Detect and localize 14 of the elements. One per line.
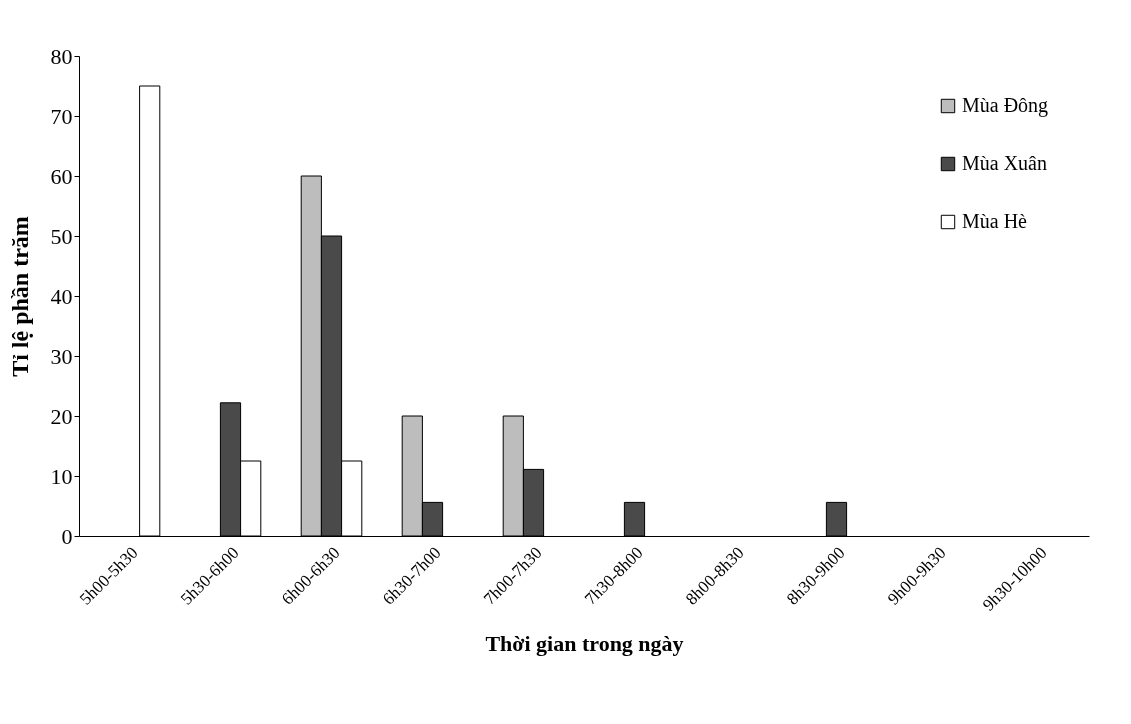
legend-label: Mùa Xuân	[962, 152, 1047, 174]
y-tick-label: 30	[50, 343, 73, 369]
y-tick-label: 70	[50, 103, 73, 129]
y-tick-label: 0	[61, 523, 73, 549]
y-tick-label: 10	[50, 463, 73, 489]
x-axis-title: Thời gian trong ngày	[485, 630, 684, 656]
legend-label: Mùa Đông	[962, 94, 1049, 117]
y-tick-label: 60	[50, 163, 73, 189]
y-tick-label: 20	[50, 403, 73, 429]
y-tick-label: 50	[50, 223, 73, 249]
y-tick-label: 40	[50, 283, 73, 309]
legend-label: Mùa Hè	[962, 210, 1028, 232]
y-tick-label: 80	[50, 43, 73, 69]
y-axis-title: Tỉ lệ phần trăm	[6, 216, 33, 377]
